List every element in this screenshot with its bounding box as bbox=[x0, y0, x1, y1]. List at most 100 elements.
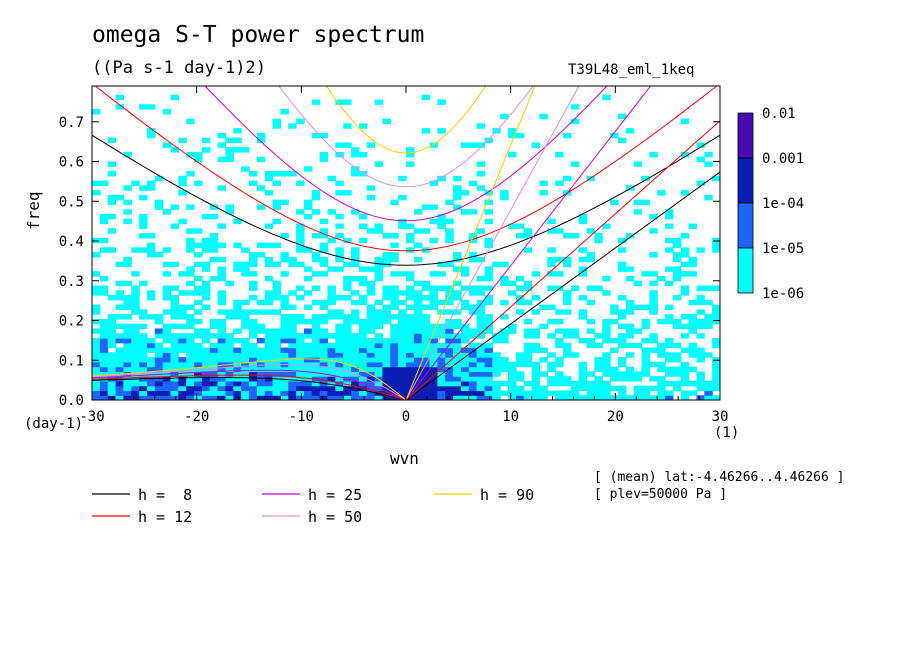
field-cell bbox=[92, 318, 101, 325]
field-cell bbox=[170, 390, 179, 396]
field-cell bbox=[390, 333, 399, 339]
field-cell bbox=[445, 380, 454, 387]
field-cell bbox=[696, 347, 705, 353]
colorbar-label: 1e-05 bbox=[762, 241, 804, 257]
field-cell bbox=[186, 323, 195, 330]
rossby-curve bbox=[92, 377, 407, 400]
field-cell bbox=[217, 242, 227, 248]
field-cell bbox=[351, 261, 360, 268]
field-cell bbox=[453, 290, 462, 296]
field-cell bbox=[217, 256, 227, 263]
field-cell bbox=[162, 142, 172, 148]
kelvin-curve bbox=[405, 86, 580, 400]
field-cell bbox=[665, 366, 674, 372]
field-cell bbox=[241, 271, 250, 277]
field-cell bbox=[92, 342, 101, 349]
field-cell bbox=[162, 337, 172, 344]
field-cell bbox=[500, 261, 509, 268]
field-cell bbox=[194, 376, 203, 382]
field-cell bbox=[264, 175, 274, 182]
field-cell bbox=[131, 357, 140, 363]
field-cell bbox=[680, 361, 690, 368]
field-cell bbox=[241, 390, 250, 396]
field-cell bbox=[280, 333, 289, 339]
field-cell bbox=[366, 328, 376, 334]
field-cell bbox=[508, 151, 517, 158]
field-cell bbox=[264, 171, 274, 177]
field-cell bbox=[358, 347, 368, 353]
field-cell bbox=[460, 299, 470, 306]
field-cell bbox=[225, 314, 234, 320]
field-cell bbox=[303, 347, 313, 353]
field-cell bbox=[139, 104, 148, 110]
field-cell bbox=[146, 342, 156, 349]
field-cell bbox=[468, 352, 478, 358]
field-cell bbox=[343, 395, 352, 400]
field-cell bbox=[264, 261, 274, 268]
field-cell bbox=[233, 390, 242, 396]
field-cell bbox=[366, 390, 376, 396]
field-cell bbox=[500, 361, 509, 368]
field-cell bbox=[358, 318, 368, 325]
field-cell bbox=[460, 380, 470, 387]
field-cell bbox=[665, 280, 674, 287]
field-cell bbox=[123, 261, 132, 268]
field-cell bbox=[201, 213, 211, 220]
field-cell bbox=[162, 390, 172, 396]
field-cell bbox=[178, 371, 187, 377]
field-cell bbox=[327, 309, 336, 315]
field-cell bbox=[319, 233, 329, 239]
field-cell bbox=[264, 290, 274, 296]
field-cell bbox=[460, 333, 470, 339]
field-cell bbox=[437, 390, 446, 396]
x-tick-label: 10 bbox=[502, 409, 519, 425]
y-tick-label: 0.0 bbox=[59, 393, 84, 409]
field-cell bbox=[421, 314, 431, 320]
field-cell bbox=[288, 290, 297, 296]
field-cell bbox=[241, 318, 250, 325]
field-cell bbox=[712, 304, 720, 310]
field-cell bbox=[413, 304, 423, 310]
field-cell bbox=[374, 309, 384, 315]
field-cell bbox=[704, 318, 713, 325]
field-cell bbox=[170, 204, 179, 210]
field-cell bbox=[217, 347, 227, 353]
field-cell bbox=[453, 333, 462, 339]
field-cell bbox=[280, 199, 289, 206]
field-cell bbox=[508, 380, 517, 387]
field-cell bbox=[398, 342, 407, 349]
field-cell bbox=[358, 333, 368, 339]
field-cell bbox=[233, 380, 242, 387]
field-cell bbox=[445, 337, 454, 344]
field-cell bbox=[186, 118, 195, 124]
field-cell bbox=[296, 314, 305, 320]
field-cell bbox=[92, 328, 101, 334]
field-cell bbox=[123, 385, 132, 392]
field-cell bbox=[672, 256, 682, 263]
field-cell bbox=[131, 299, 140, 306]
field-cell bbox=[272, 290, 281, 296]
field-cell bbox=[445, 376, 454, 382]
field-cell bbox=[531, 295, 541, 301]
field-cell bbox=[523, 352, 533, 358]
field-cell bbox=[264, 333, 274, 339]
field-cell bbox=[335, 328, 344, 334]
field-cell bbox=[641, 347, 650, 353]
field-cell bbox=[468, 304, 478, 310]
field-cell bbox=[170, 323, 179, 330]
field-cell bbox=[194, 151, 203, 158]
field-cell bbox=[99, 380, 109, 387]
field-cell bbox=[233, 218, 242, 225]
field-cell bbox=[280, 314, 289, 320]
field-cell bbox=[162, 333, 172, 339]
field-cell bbox=[358, 328, 368, 334]
field-cell bbox=[366, 314, 376, 320]
field-cell bbox=[201, 266, 211, 272]
field-cell bbox=[335, 252, 344, 258]
field-cell bbox=[92, 366, 101, 372]
field-cell bbox=[445, 328, 454, 334]
field-cell bbox=[555, 256, 564, 263]
field-cell bbox=[256, 328, 266, 334]
field-cell bbox=[335, 333, 344, 339]
field-cell bbox=[335, 395, 344, 400]
